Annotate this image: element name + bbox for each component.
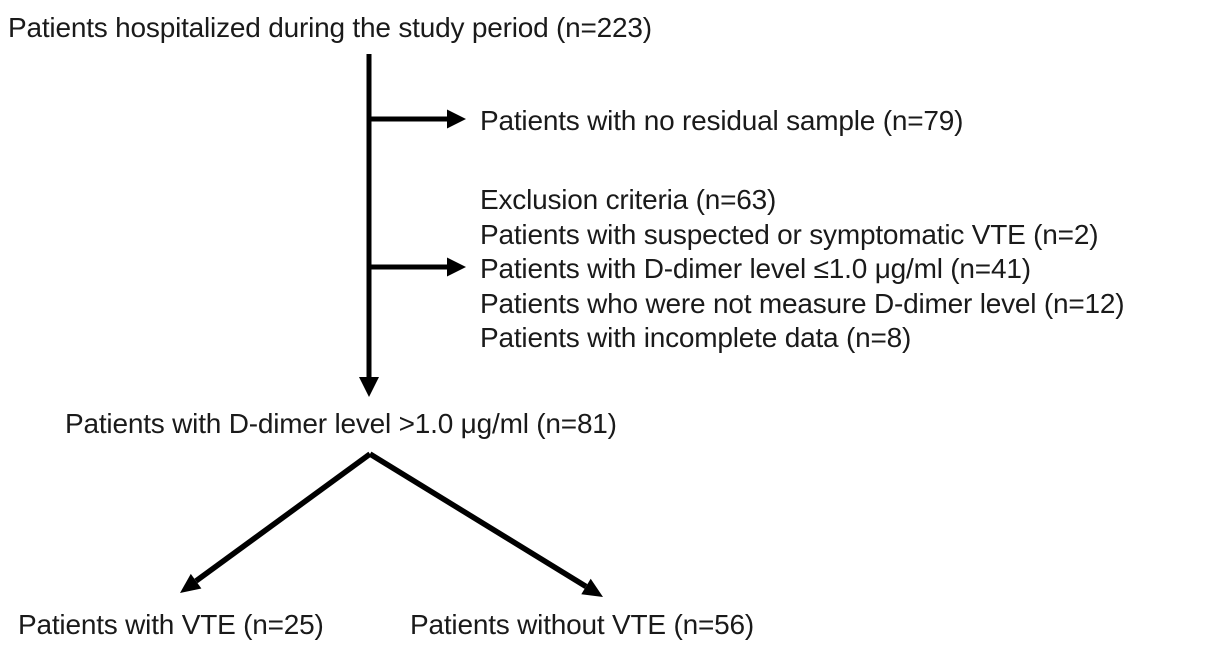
node-without-vte: Patients without VTE (n=56) bbox=[410, 609, 754, 640]
exclusion-item-d-dimer-low: Patients with D-dimer level ≤1.0 μg/ml (… bbox=[480, 253, 1031, 284]
exclusion-item-not-measured: Patients who were not measure D-dimer le… bbox=[480, 287, 1125, 319]
exclusion-title: Exclusion criteria (n=63) bbox=[480, 184, 777, 215]
exclusion-item-suspected-vte: Patients with suspected or symptomatic V… bbox=[480, 218, 1099, 250]
node-no-residual-sample: Patients with no residual sample (n=79) bbox=[480, 105, 964, 136]
node-d-dimer-high: Patients with D-dimer level >1.0 μg/ml (… bbox=[65, 408, 617, 439]
arrow-branch-no-residual bbox=[369, 109, 466, 129]
arrow-down-main bbox=[359, 54, 379, 397]
node-hospitalized: Patients hospitalized during the study p… bbox=[8, 12, 652, 43]
arrow-branch-exclusion bbox=[369, 257, 466, 277]
arrow-branch-without-vte bbox=[368, 451, 603, 597]
arrow-branch-with-vte bbox=[180, 451, 372, 593]
exclusion-item-incomplete-data: Patients with incomplete data (n=8) bbox=[480, 322, 912, 353]
node-with-vte: Patients with VTE (n=25) bbox=[18, 609, 324, 640]
node-exclusion-criteria: Exclusion criteria (n=63) Patients with … bbox=[480, 183, 1125, 356]
